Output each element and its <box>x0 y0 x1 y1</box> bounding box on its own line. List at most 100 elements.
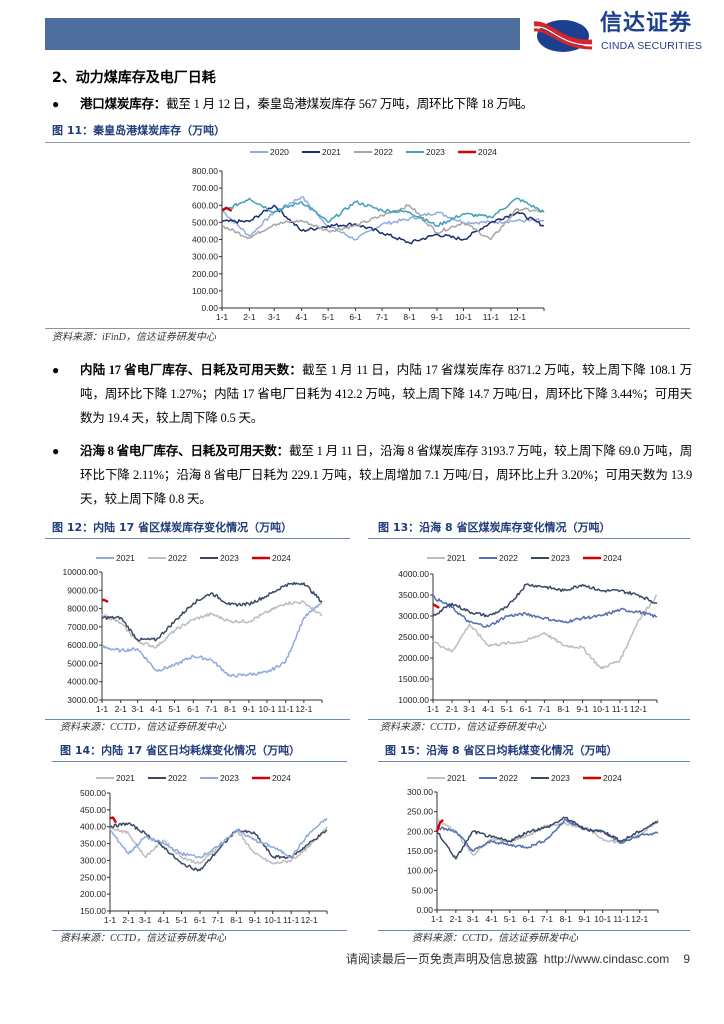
series-line-2024 <box>221 206 233 212</box>
y-tick-label: 500.00 <box>80 788 106 798</box>
legend-label: 2023 <box>551 773 570 783</box>
bullet-coastal-8: ● 沿海 8 省电厂库存、日耗及可用天数：截至 1 月 11 日，沿海 8 省煤… <box>52 439 692 511</box>
brand-name-en: CINDA SECURITIES <box>601 40 703 52</box>
legend-label: 2024 <box>603 553 622 563</box>
x-tick-label: 10-1 <box>455 312 472 322</box>
x-tick-label: 7-1 <box>205 704 218 714</box>
y-tick-label: 150.00 <box>407 846 433 856</box>
legend-item-2024: 2024 <box>583 773 622 783</box>
legend-item-2023: 2023 <box>200 553 239 563</box>
y-tick-label: 5000.00 <box>67 658 98 668</box>
x-tick-label: 5-1 <box>322 312 335 322</box>
divider <box>45 328 690 329</box>
series-line-2022 <box>436 818 659 852</box>
y-tick-label: 6000.00 <box>67 640 98 650</box>
x-tick-label: 11-1 <box>613 914 630 924</box>
legend-label: 2020 <box>270 147 289 157</box>
x-tick-label: 4-1 <box>158 915 171 925</box>
legend-label: 2022 <box>499 773 518 783</box>
y-tick-label: 2000.00 <box>398 653 429 663</box>
figure-15-source: 资料来源：CCTD，信达证券研发中心 <box>412 933 579 944</box>
legend-item-2023: 2023 <box>200 773 239 783</box>
cinda-logo-icon <box>533 20 593 52</box>
chart-inland-17-daily-consumption: 150.00 200.00 250.00 300.00 350.00 400.00 450.… <box>80 773 328 925</box>
x-tick-label: 12-1 <box>301 915 318 925</box>
figure-14-title: 图 14：内陆 17 省区日均耗煤变化情况（万吨） <box>60 744 301 757</box>
x-tick-label: 8-1 <box>403 312 416 322</box>
y-tick-label: 1500.00 <box>398 674 429 684</box>
y-tick-label: 250.00 <box>407 807 433 817</box>
legend-item-2022: 2022 <box>479 773 518 783</box>
series-line-2023 <box>432 583 658 618</box>
x-tick-label: 9-1 <box>576 704 589 714</box>
legend-label: 2024 <box>603 773 622 783</box>
legend-item-2023: 2023 <box>531 553 570 563</box>
y-tick-label: 500.00 <box>192 217 218 227</box>
series-line-2024 <box>435 819 444 832</box>
x-tick-label: 1-1 <box>96 704 109 714</box>
series-line-2023 <box>436 816 659 860</box>
y-tick-label: 9000.00 <box>67 585 98 595</box>
x-tick-label: 6-1 <box>349 312 362 322</box>
x-tick-label: 1-1 <box>431 914 444 924</box>
legend-item-2022: 2022 <box>148 553 187 563</box>
x-tick-label: 2-1 <box>446 704 459 714</box>
figure-11-title: 图 11：秦皇岛港煤炭库存（万吨） <box>52 124 226 137</box>
x-tick-label: 2-1 <box>243 312 256 322</box>
y-tick-label: 600.00 <box>192 200 218 210</box>
series-line-2024 <box>109 816 118 824</box>
divider <box>368 719 690 720</box>
figure-13-title: 图 13：沿海 8 省区煤炭库存变化情况（万吨） <box>378 521 611 534</box>
y-tick-label: 300.00 <box>80 855 106 865</box>
bullet-icon: ● <box>52 444 60 458</box>
legend-item-2024: 2024 <box>252 553 291 563</box>
y-tick-label: 2500.00 <box>398 632 429 642</box>
x-tick-label: 6-1 <box>187 704 200 714</box>
page-number: 9 <box>683 952 690 966</box>
legend-label: 2024 <box>478 147 497 157</box>
y-tick-label: 4000.00 <box>67 677 98 687</box>
series-line-2022 <box>432 595 658 628</box>
legend-item-2024: 2024 <box>252 773 291 783</box>
x-tick-label: 1-1 <box>104 915 117 925</box>
bullet-port-inventory: ● 港口煤炭库存：截至 1 月 12 日，秦皇岛港煤炭库存 567 万吨，周环比… <box>52 92 692 116</box>
x-tick-label: 4-1 <box>482 704 495 714</box>
x-tick-label: 11-1 <box>483 312 500 322</box>
y-tick-label: 7000.00 <box>67 622 98 632</box>
y-tick-label: 4000.00 <box>398 569 429 579</box>
x-tick-label: 9-1 <box>249 915 262 925</box>
y-tick-label: 800.00 <box>192 166 218 176</box>
legend-item-2021: 2021 <box>96 553 135 563</box>
series-line-2021 <box>101 602 323 678</box>
x-tick-label: 1-1 <box>216 312 229 322</box>
legend-label: 2021 <box>447 773 466 783</box>
y-tick-label: 3500.00 <box>398 590 429 600</box>
divider <box>368 538 690 539</box>
x-tick-label: 12-1 <box>630 704 647 714</box>
legend-label: 2024 <box>272 773 291 783</box>
series-line-2022 <box>109 822 328 872</box>
bullet-inland-17: ● 内陆 17 省电厂库存、日耗及可用天数：截至 1 月 11 日，内陆 17 … <box>52 358 692 430</box>
figure-12-source: 资料来源：CCTD，信达证券研发中心 <box>60 722 227 733</box>
x-tick-label: 9-1 <box>243 704 256 714</box>
y-tick-label: 200.00 <box>192 269 218 279</box>
footer-url[interactable]: http://www.cindasc.com <box>543 952 670 966</box>
y-tick-label: 400.00 <box>192 235 218 245</box>
divider <box>52 930 347 931</box>
series-line-2022 <box>101 600 323 649</box>
x-tick-label: 12-1 <box>631 914 648 924</box>
series-line-2024 <box>432 603 440 609</box>
legend-item-2022: 2022 <box>479 553 518 563</box>
y-tick-label: 100.00 <box>407 866 433 876</box>
x-tick-label: 7-1 <box>212 915 225 925</box>
chart-coastal-8-daily-consumption: 0.00 50.00 100.00 150.00 200.00 250.00 300.00 1… <box>407 773 659 924</box>
x-tick-label: 8-1 <box>560 914 573 924</box>
divider <box>378 930 690 931</box>
y-tick-label: 50.00 <box>412 885 434 895</box>
bullets-and-figures: ● 内陆 17 省电厂库存、日耗及可用天数：截至 1 月 11 日，内陆 17 … <box>45 358 692 969</box>
x-tick-label: 1-1 <box>427 704 440 714</box>
legend-label: 2021 <box>447 553 466 563</box>
legend-label: 2023 <box>220 773 239 783</box>
x-tick-label: 12-1 <box>509 312 526 322</box>
legend-item-2023: 2023 <box>531 773 570 783</box>
